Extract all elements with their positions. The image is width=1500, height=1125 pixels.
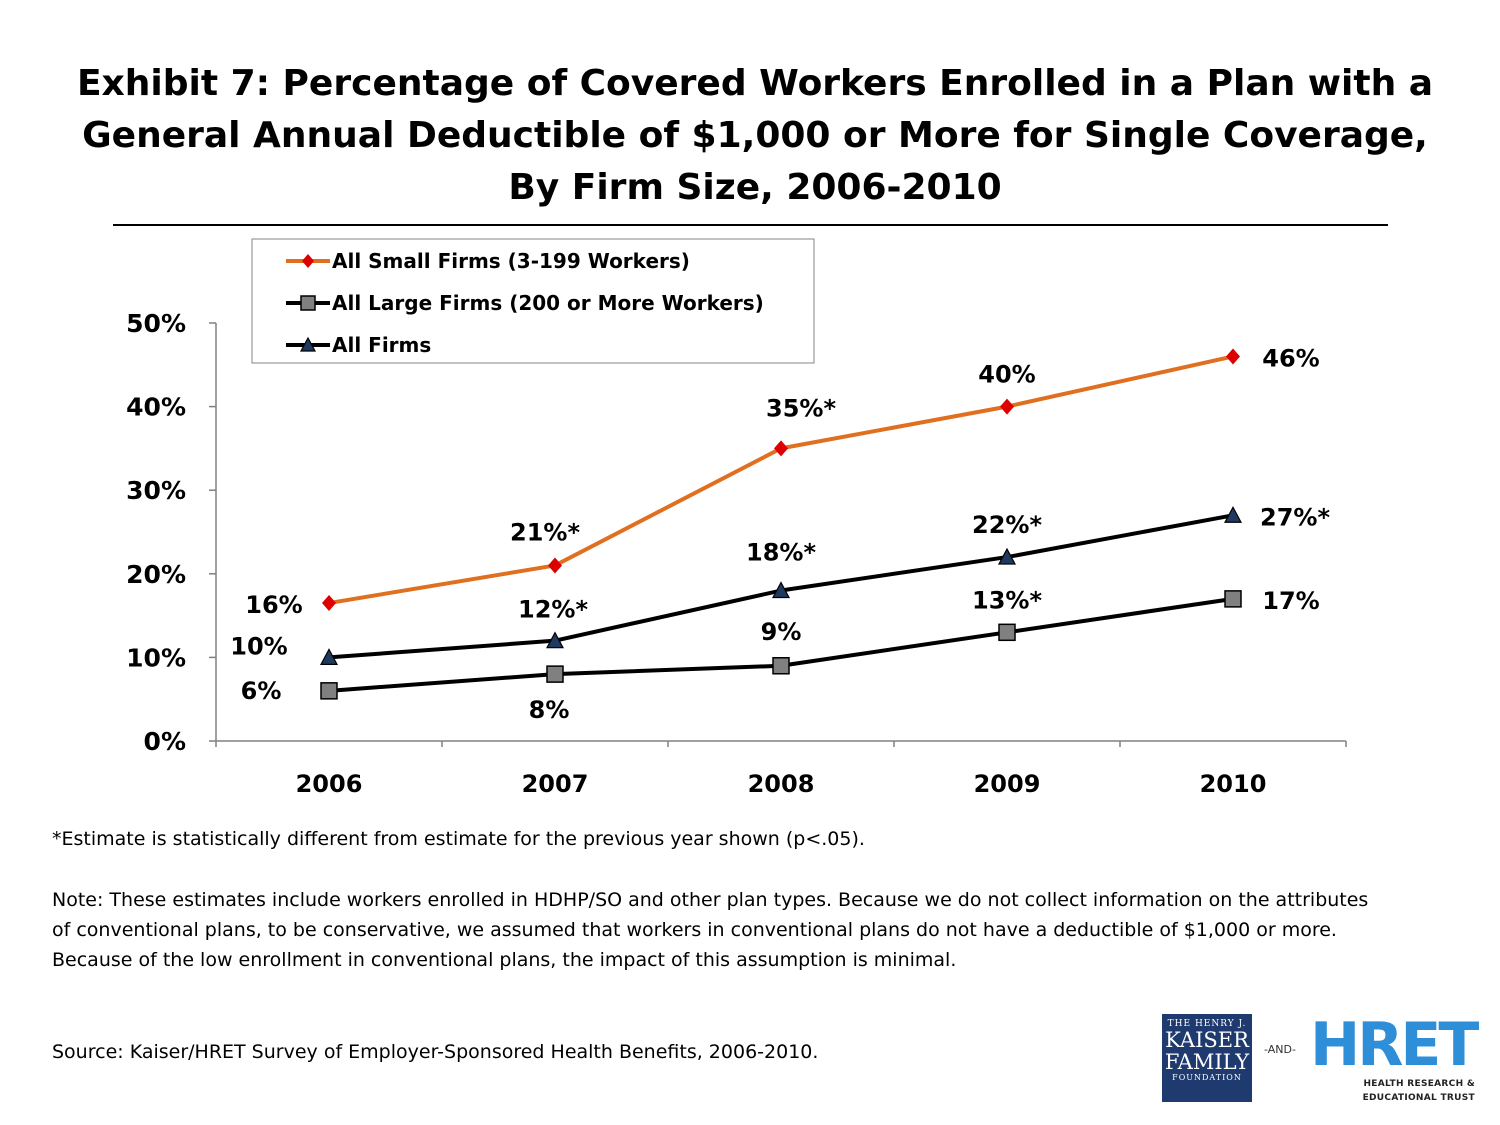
data-label: 13%* [972, 586, 1042, 614]
data-label: 22%* [972, 511, 1042, 539]
chart-title: Exhibit 7: Percentage of Covered Workers… [76, 63, 1434, 208]
data-label: 18%* [746, 539, 816, 567]
y-tick-label: 30% [126, 476, 186, 505]
legend-marker-square [300, 295, 316, 311]
data-label: 21%* [510, 518, 580, 546]
legend-marker-triangle [299, 336, 317, 352]
data-point-square [772, 657, 790, 675]
data-label: 17% [1262, 587, 1319, 615]
data-labels: 16% 21%* 35%* 40% 46% 6% 8% 9% 13%* 17% 10% 12%* 18%… [230, 344, 1330, 724]
data-point-triangle [320, 648, 338, 666]
y-tick-label: 40% [126, 393, 186, 422]
data-label: 35%* [766, 394, 836, 422]
data-point-diamond [1226, 348, 1240, 365]
significance-footnote: *Estimate is statistically different fro… [52, 828, 865, 850]
y-tick-label: 20% [126, 560, 186, 589]
data-label: 40% [978, 361, 1035, 389]
data-label: 9% [761, 618, 802, 646]
logo-and-separator: -AND- [1264, 1043, 1296, 1056]
data-point-triangle [998, 547, 1016, 565]
y-tick-label: 0% [144, 727, 186, 756]
legend-marker-diamond [302, 254, 314, 268]
data-point-square [546, 665, 564, 683]
series-markers [320, 348, 1242, 700]
data-label: 8% [529, 696, 570, 724]
x-tick-label: 2007 [522, 770, 589, 798]
legend: All Small Firms (3-199 Workers) All Large… [251, 238, 815, 364]
source-note: Source: Kaiser/HRET Survey of Employer-S… [52, 1041, 819, 1063]
title-divider [113, 224, 1388, 226]
kaiser-family-foundation-logo: THE HENRY J. KAISER FAMILY FOUNDATION [1162, 1014, 1252, 1102]
methodology-note: Note: These estimates include workers en… [52, 889, 1369, 971]
data-point-square [1224, 590, 1242, 608]
data-label: 10% [230, 632, 287, 660]
legend-label: All Small Firms (3-199 Workers) [332, 249, 690, 273]
data-label: 6% [241, 677, 282, 705]
data-point-diamond [322, 595, 336, 612]
y-tick-label: 10% [126, 643, 186, 672]
y-tick-label: 50% [126, 309, 186, 338]
data-label: 46% [1262, 344, 1319, 372]
line-chart: 0% 10% 20% 30% 40% 50% 2006 2007 2008 2009 2010 16… [126, 238, 1347, 798]
data-label: 27%* [1260, 503, 1330, 531]
data-label: 16% [245, 591, 302, 619]
chart-axes: 0% 10% 20% 30% 40% 50% 2006 2007 2008 2009 2010 [126, 309, 1347, 798]
data-point-square [998, 623, 1016, 642]
x-tick-label: 2009 [974, 770, 1041, 798]
data-point-square [320, 682, 338, 700]
x-tick-label: 2010 [1200, 770, 1267, 798]
hret-logo: HRET HEALTH RESEARCH & EDUCATIONAL TRUST [1310, 1010, 1479, 1103]
data-point-triangle [1224, 506, 1242, 523]
data-point-diamond [1000, 398, 1014, 415]
data-point-diamond [548, 557, 562, 574]
legend-label: All Large Firms (200 or More Workers) [332, 291, 764, 315]
data-point-triangle [772, 581, 790, 599]
data-point-triangle [546, 631, 564, 649]
data-point-diamond [774, 440, 788, 457]
legend-label: All Firms [332, 333, 431, 357]
x-tick-label: 2006 [296, 770, 363, 798]
data-label: 12%* [518, 596, 588, 624]
x-tick-label: 2008 [748, 770, 815, 798]
legend-box [251, 238, 815, 364]
